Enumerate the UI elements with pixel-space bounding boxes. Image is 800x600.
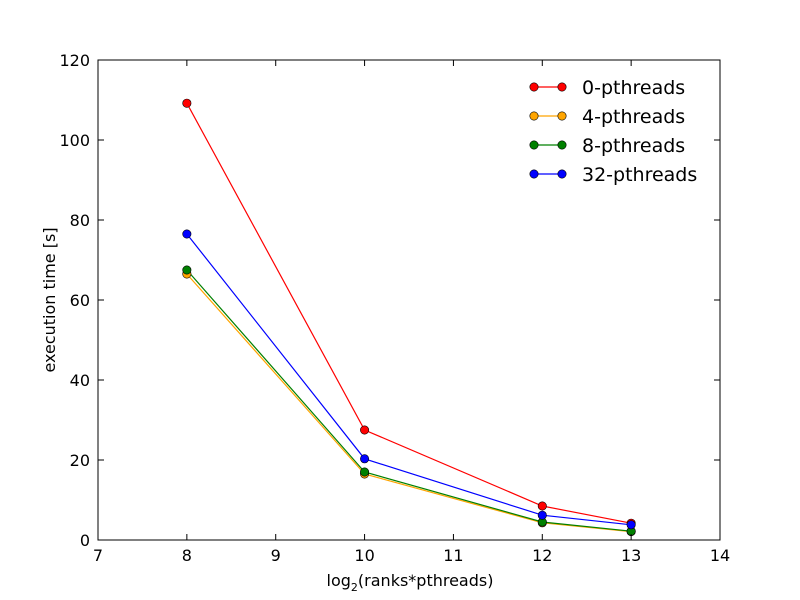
- tick-labels: 7 8 9 10 11 12 13 14 0 20 40 60 80 100 120: [59, 51, 730, 565]
- legend-marker-8-pthreads: [557, 140, 567, 150]
- data-point-32-pthreads-12: [537, 510, 547, 520]
- data-point-32-pthreads-10: [360, 454, 370, 464]
- y-tick-label: 40: [70, 371, 90, 390]
- x-tick-label: 14: [710, 546, 730, 565]
- data-point-32-pthreads-8: [182, 229, 192, 239]
- x-tick-label: 8: [182, 546, 192, 565]
- data-point-0-pthreads-8: [182, 98, 192, 108]
- series-line-8-pthreads: [186, 269, 632, 532]
- x-tick-label: 11: [443, 546, 463, 565]
- legend: 0-pthreads 4-pthreads 8-pthreads 32-pthread…: [529, 77, 697, 186]
- x-tick-label: 13: [621, 546, 641, 565]
- data-point-8-pthreads-10: [360, 467, 370, 477]
- y-tick-label: 100: [59, 131, 90, 150]
- legend-marker-8-pthreads: [529, 140, 539, 150]
- y-tick-label: 0: [80, 531, 90, 550]
- y-tick-label: 80: [70, 211, 90, 230]
- y-axis-label: execution time [s]: [40, 227, 59, 372]
- series-line-32-pthreads: [186, 233, 632, 526]
- axis-ticks: [97, 59, 721, 541]
- x-tick-label: 12: [532, 546, 552, 565]
- plot-marks: [182, 98, 636, 537]
- x-tick-label: 10: [354, 546, 374, 565]
- data-point-8-pthreads-8: [182, 265, 192, 275]
- legend-label-8-pthreads: 8-pthreads: [582, 135, 685, 157]
- y-tick-label: 120: [59, 51, 90, 70]
- legend-marker-4-pthreads: [529, 111, 539, 121]
- legend-marker-4-pthreads: [557, 111, 567, 121]
- legend-marker-32-pthreads: [557, 169, 567, 179]
- legend-label-32-pthreads: 32-pthreads: [582, 164, 697, 186]
- y-tick-label: 60: [70, 291, 90, 310]
- x-tick-label: 9: [271, 546, 281, 565]
- legend-marker-0-pthreads: [557, 82, 567, 92]
- x-axis-label: log2(ranks*pthreads): [327, 571, 494, 594]
- legend-marker-0-pthreads: [529, 82, 539, 92]
- data-point-0-pthreads-12: [537, 501, 547, 511]
- y-tick-label: 20: [70, 451, 90, 470]
- series-line-0-pthreads: [186, 102, 632, 524]
- legend-marker-32-pthreads: [529, 169, 539, 179]
- data-point-32-pthreads-13: [626, 520, 636, 530]
- x-tick-label: 7: [93, 546, 103, 565]
- legend-label-4-pthreads: 4-pthreads: [582, 106, 685, 128]
- data-point-0-pthreads-10: [360, 425, 370, 435]
- legend-label-0-pthreads: 0-pthreads: [582, 77, 685, 99]
